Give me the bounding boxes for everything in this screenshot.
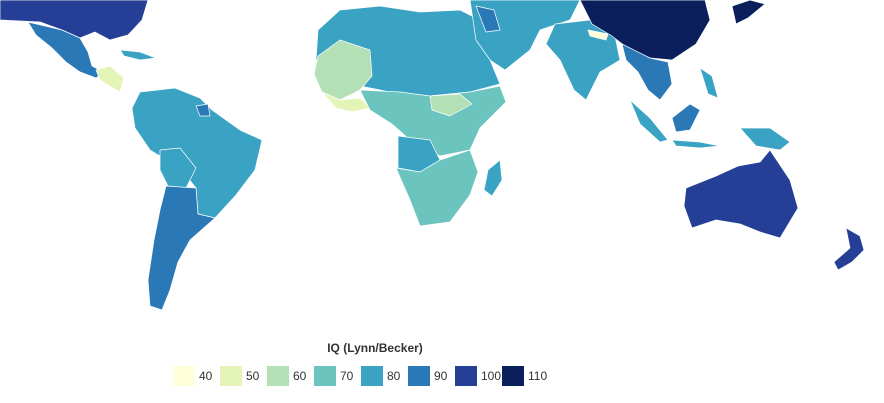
country [671,139,721,149]
country [429,93,473,117]
legend-label: 80 [387,369,401,383]
country [587,29,609,41]
country [147,185,216,311]
country [95,65,125,93]
legend-label: 100 [481,369,501,383]
country [395,149,479,227]
legend-swatch [408,366,430,386]
country [731,0,766,25]
legend-label: 50 [246,369,260,383]
country [475,5,501,33]
country [621,43,673,101]
legend-label: 90 [434,369,448,383]
country [833,227,865,271]
legend-swatch [455,366,477,386]
legend-swatch [314,366,336,386]
legend-title: IQ (Lynn/Becker) [327,341,423,355]
legend-swatch [361,366,383,386]
legend-swatch [173,366,195,386]
country [195,103,211,117]
legend-label: 110 [528,369,547,383]
legend-label: 40 [199,369,213,383]
legend-swatch [502,366,524,386]
legend-swatch [267,366,289,386]
country [699,67,719,99]
country [579,0,711,61]
country [683,149,799,239]
legend-label: 60 [293,369,307,383]
country [671,103,701,133]
countries [0,0,865,311]
country [0,0,149,41]
country [629,99,669,143]
country [739,127,791,151]
legend-label: 70 [340,369,354,383]
legend: 40 50 60 70 80 90 100 110 [173,366,547,386]
country [483,159,503,197]
legend-swatch [220,366,242,386]
country [469,0,581,71]
country [119,49,157,61]
